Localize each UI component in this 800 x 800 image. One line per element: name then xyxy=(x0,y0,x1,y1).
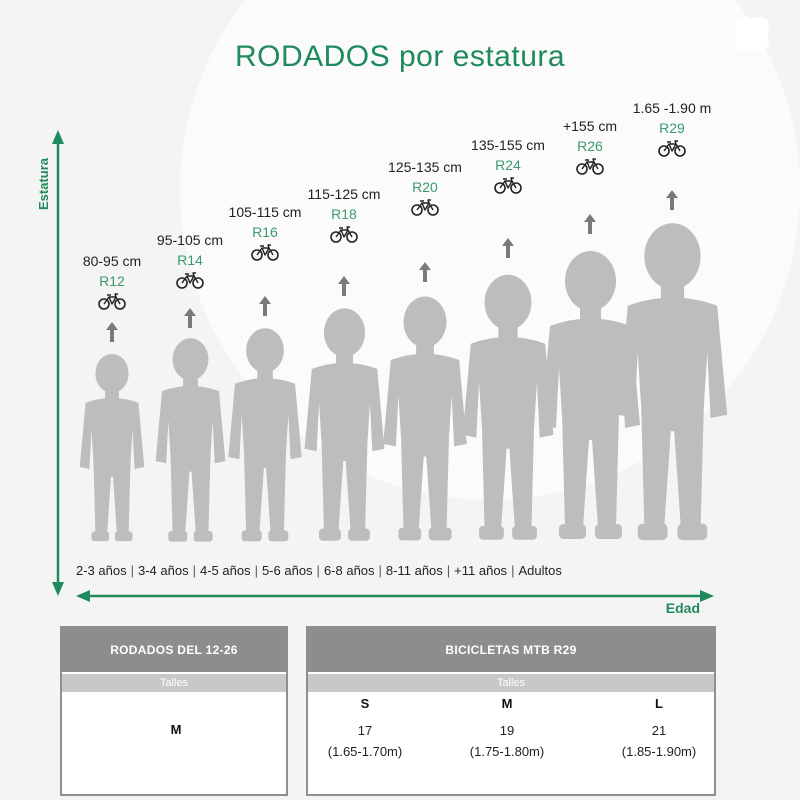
table-right-header: BICICLETAS MTB R29 xyxy=(308,628,714,672)
arrow-up-icon xyxy=(259,296,271,316)
age-range: 4-5 años xyxy=(199,563,251,578)
x-axis-label: Edad xyxy=(665,600,700,616)
y-axis-arrow-top xyxy=(52,130,64,144)
table-right-size-m: M xyxy=(501,696,513,711)
arrow-up-icon xyxy=(184,308,196,328)
person-silhouette-icon xyxy=(155,338,225,542)
rim-size: R16 xyxy=(252,224,278,240)
age-row: 2-3 años | 3-4 años | 4-5 años | 5-6 años | 6-8 … xyxy=(76,563,696,578)
age-separator: | xyxy=(378,563,382,578)
arrow-up-icon xyxy=(338,276,350,296)
arrow-up-icon xyxy=(502,238,514,258)
page-title: RODADOS por estatura xyxy=(234,40,566,73)
person-silhouette-icon xyxy=(383,296,467,541)
bicycle-icon xyxy=(251,244,279,261)
age-range: 6-8 años xyxy=(323,563,375,578)
bicycle-icon xyxy=(658,140,686,157)
size-column: 135-155 cm R24 xyxy=(458,137,558,194)
size-column: 1.65 -1.90 m R29 xyxy=(622,100,722,157)
rim-size: R29 xyxy=(659,120,685,136)
x-axis-arrow-left xyxy=(76,590,90,602)
y-axis-label: Estatura xyxy=(36,157,51,210)
table-right-subheader: Talles xyxy=(308,674,714,692)
age-separator: | xyxy=(254,563,258,578)
arrow-up-icon xyxy=(584,214,596,234)
size-column: 125-135 cm R20 xyxy=(375,159,475,216)
table-right-number-m: 19 xyxy=(499,723,515,738)
height-range: 135-155 cm xyxy=(471,137,545,153)
size-column: +155 cm R26 xyxy=(540,118,640,175)
table-right-size-s: S xyxy=(360,696,370,711)
age-range: 2-3 años xyxy=(76,563,127,578)
rim-size: R24 xyxy=(495,157,521,173)
age-range: Adultos xyxy=(518,563,562,578)
bicycle-icon xyxy=(411,199,439,216)
size-column: 95-105 cm R14 xyxy=(140,232,240,289)
table-mtb-r29: BICICLETAS MTB R29 Talles S 17 (1.65-1.7… xyxy=(306,626,716,796)
x-axis-arrow-right xyxy=(700,590,714,602)
arrow-up-icon xyxy=(419,262,431,282)
height-range: 115-125 cm xyxy=(307,186,381,202)
person-silhouette-icon xyxy=(79,353,145,542)
bicycle-icon xyxy=(576,158,604,175)
corner-logo-icon xyxy=(735,17,769,51)
table-left-size: M xyxy=(170,722,182,737)
rim-size: R12 xyxy=(99,273,125,289)
arrow-up-icon xyxy=(106,322,118,342)
table-right-number-s: 17 xyxy=(357,723,373,738)
age-separator: | xyxy=(192,563,196,578)
bicycle-icon xyxy=(330,226,358,243)
age-separator: | xyxy=(446,563,451,578)
person-silhouette-icon xyxy=(462,274,554,540)
bicycle-icon xyxy=(494,177,522,194)
height-range: 1.65 -1.90 m xyxy=(632,100,712,116)
table-right-range-m: (1.75-1.80m) xyxy=(469,744,545,759)
table-right-range-l: (1.85-1.90m) xyxy=(621,744,697,759)
table-right-range-s: (1.65-1.70m) xyxy=(327,744,403,759)
size-column: 105-115 cm R16 xyxy=(215,204,315,261)
age-separator: | xyxy=(511,563,515,578)
age-range: 3-4 años xyxy=(137,563,189,578)
arrow-up-icon xyxy=(666,190,678,210)
age-separator: | xyxy=(316,563,320,578)
table-right-size-l: L xyxy=(655,696,663,711)
table-rodados-12-26: RODADOS DEL 12-26 Talles M xyxy=(60,626,288,796)
bicycle-icon xyxy=(176,272,204,289)
age-range: 5-6 años xyxy=(261,563,313,578)
rim-size: R20 xyxy=(412,179,438,195)
height-range: 80-95 cm xyxy=(82,253,142,269)
size-column: 80-95 cm R12 xyxy=(62,253,162,310)
age-range: 8-11 años xyxy=(385,563,443,578)
person-silhouette-icon xyxy=(304,308,384,541)
person-silhouette-icon xyxy=(617,223,727,541)
table-left-header: RODADOS DEL 12-26 xyxy=(62,628,286,672)
person-silhouette-icon xyxy=(540,251,640,539)
height-range: +155 cm xyxy=(562,118,618,134)
height-range: 105-115 cm xyxy=(228,204,302,220)
height-range: 95-105 cm xyxy=(156,232,224,248)
rim-size: R18 xyxy=(331,206,357,222)
table-left-subheader: Talles xyxy=(62,674,286,692)
age-range: +11 años xyxy=(454,563,508,578)
height-range: 125-135 cm xyxy=(388,159,462,175)
bicycle-icon xyxy=(98,293,126,310)
rim-size: R14 xyxy=(177,252,203,268)
rim-size: R26 xyxy=(577,138,603,154)
age-separator: | xyxy=(130,563,134,578)
person-silhouette-icon xyxy=(228,328,302,542)
table-right-number-l: 21 xyxy=(651,723,667,738)
size-column: 115-125 cm R18 xyxy=(294,186,394,243)
y-axis-arrow-bottom xyxy=(52,582,64,596)
